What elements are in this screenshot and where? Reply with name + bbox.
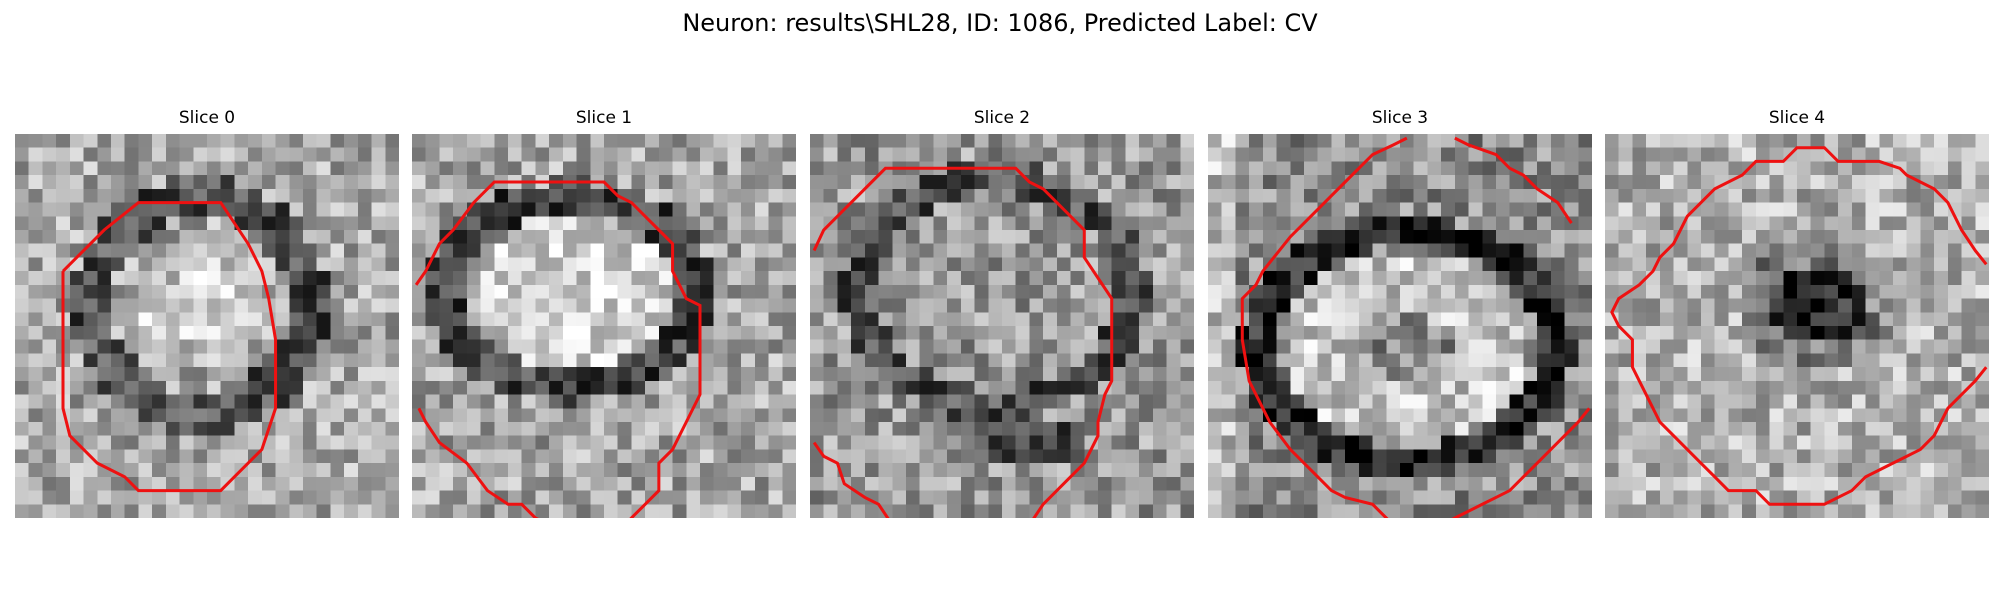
slice-title: Slice 3 [1371, 108, 1429, 128]
slice-panel-0: Slice 0 [15, 108, 399, 518]
slice-image [412, 134, 796, 518]
segmentation-contour [1451, 407, 1591, 518]
figure-title: Neuron: results\SHL28, ID: 1086, Predict… [682, 9, 1318, 37]
slice-image [1605, 134, 1989, 518]
slice-panel-4: Slice 4 [1605, 108, 1989, 518]
segmentation-contour [417, 407, 539, 518]
segmentation-contour [1240, 136, 1408, 518]
slice-title: Slice 1 [575, 108, 633, 128]
slice-panel-1: Slice 1 [412, 108, 796, 518]
slice-title: Slice 4 [1768, 108, 1826, 128]
slice-panel-3: Slice 3 [1208, 108, 1592, 518]
slice-title: Slice 0 [178, 108, 236, 128]
slice-title: Slice 2 [973, 108, 1031, 128]
segmentation-contour [1454, 136, 1573, 224]
slice-panel-2: Slice 2 [810, 108, 1194, 518]
slice-image [810, 134, 1194, 518]
segmentation-contour [812, 166, 1114, 518]
segmentation-contour [812, 441, 890, 518]
segmentation-contour [1610, 146, 1988, 506]
slice-image [15, 134, 399, 518]
slice-image [1208, 134, 1592, 518]
segmentation-contour [414, 180, 702, 518]
segmentation-contour [61, 201, 278, 493]
